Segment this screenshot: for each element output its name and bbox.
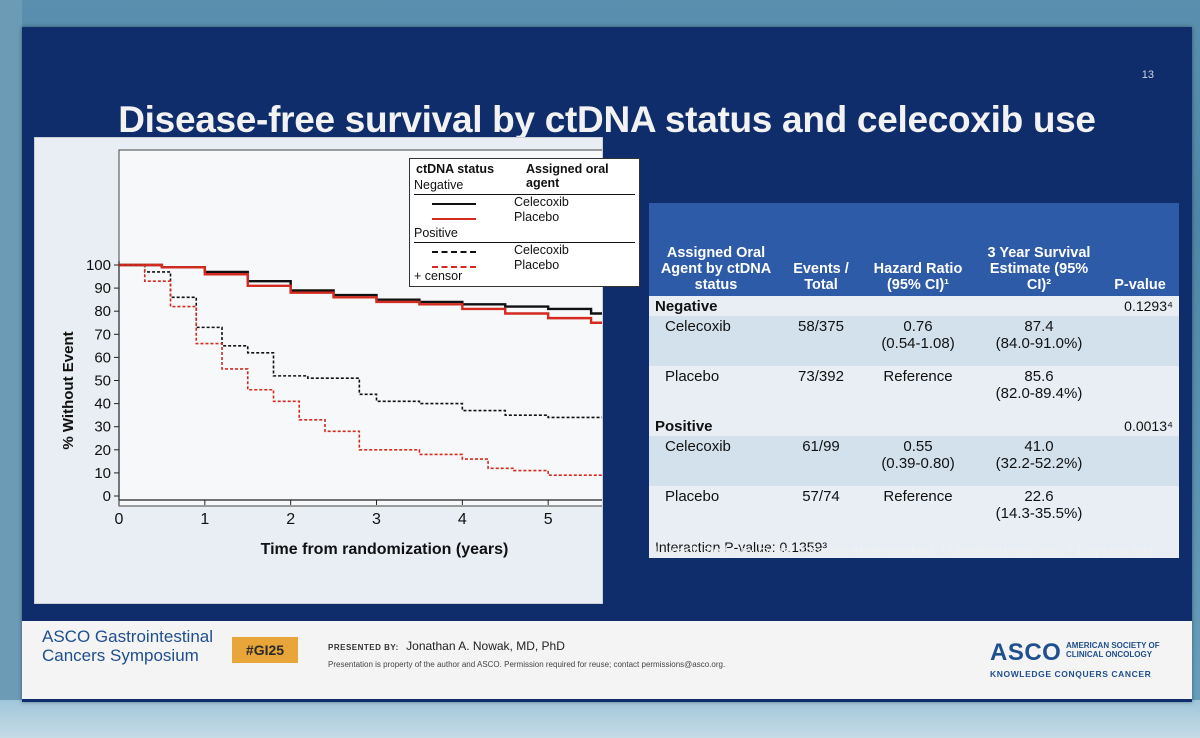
section-p-value: 0.1293⁴ [1101, 296, 1179, 316]
page-number: 13 [1141, 69, 1154, 81]
presentation-slide: 13 Disease-free survival by ctDNA status… [22, 27, 1192, 702]
monitor-bezel-bottom [0, 700, 1200, 738]
legend-swatch-neg-celecoxib [432, 203, 476, 205]
km-curve-pos_celecoxib [119, 264, 602, 419]
legend-label-pos-placebo: Placebo [514, 258, 560, 272]
cell-events: 58/375 [783, 316, 859, 366]
table-footnote: ¹ Unadjusted Cox model, ² Kaplan-Meier m… [654, 543, 1154, 558]
asco-logo: ASCO AMERICAN SOCIETY OF CLINICAL ONCOLO… [990, 639, 1160, 679]
col-header-pvalue: P-value [1101, 203, 1179, 296]
y-tick-label: 0 [103, 488, 111, 505]
presenter-line: PRESENTED BY: Jonathan A. Nowak, MD, PhD [328, 639, 565, 653]
km-curve-pos_placebo [119, 264, 602, 477]
y-tick-label: 80 [94, 303, 111, 320]
section-label: Negative [649, 296, 1101, 316]
table-row: Placebo 57/74 Reference 22.6 (14.3-35.5%) [649, 486, 1179, 536]
x-tick-label: 5 [544, 511, 553, 528]
y-tick-label: 60 [94, 349, 111, 366]
y-tick-label: 50 [94, 373, 111, 390]
slide-footer: ASCO Gastrointestinal Cancers Symposium … [22, 621, 1192, 699]
presenter-name: Jonathan A. Nowak, MD, PhD [406, 639, 565, 653]
cell-agent: Celecoxib [649, 436, 783, 486]
cell-agent: Placebo [649, 366, 783, 416]
legend-swatch-neg-placebo [432, 218, 476, 220]
table-row: Celecoxib 58/375 0.76 (0.54-1.08) 87.4 (84… [649, 316, 1179, 366]
legend-rule [414, 242, 635, 243]
cell-hr: 0.55 (0.39-0.80) [859, 436, 977, 486]
cell-events: 57/74 [783, 486, 859, 536]
interaction-p-value: Interaction P-value: 0.1359³ [649, 536, 1179, 558]
col-header-agent: Assigned Oral Agent by ctDNA status [649, 203, 783, 296]
x-tick-label: 0 [115, 511, 124, 528]
slide-title: Disease-free survival by ctDNA status an… [118, 99, 1096, 140]
legend-swatch-pos-celecoxib [432, 251, 476, 253]
section-row-negative: Negative 0.1293⁴ [649, 296, 1179, 316]
x-tick-label: 2 [286, 511, 295, 528]
presented-by-label: PRESENTED BY: [328, 643, 399, 652]
section-p-value: 0.0013⁴ [1101, 416, 1179, 436]
table-header-row: Assigned Oral Agent by ctDNA status Even… [649, 203, 1179, 296]
legend-group-negative: Negative [414, 178, 464, 192]
col-header-hr: Hazard Ratio (95% CI)¹ [859, 203, 977, 296]
symposium-logo: ASCO Gastrointestinal Cancers Symposium [42, 627, 214, 665]
legend-group-positive: Positive [414, 226, 458, 240]
hashtag-badge: #GI25 [232, 637, 298, 663]
cell-hr: Reference [859, 486, 977, 536]
section-row-positive: Positive 0.0013⁴ [649, 416, 1179, 436]
legend-label-pos-celecoxib: Celecoxib [514, 243, 569, 257]
cell-agent: Celecoxib [649, 316, 783, 366]
col-header-estimate: 3 Year Survival Estimate (95% CI)² [977, 203, 1101, 296]
legend-header-agent: Assigned oral agent [526, 162, 609, 190]
cell-estimate: 87.4 (84.0-91.0%) [977, 316, 1101, 366]
x-tick-label: 3 [372, 511, 381, 528]
legend-swatch-pos-placebo [432, 266, 476, 268]
survival-chart: 01020304050607080901000123456Time from r… [34, 137, 640, 604]
legend-label-neg-celecoxib: Celecoxib [514, 195, 569, 209]
table-row: Celecoxib 61/99 0.55 (0.39-0.80) 41.0 (32.… [649, 436, 1179, 486]
legend-censor: + censor [414, 269, 463, 283]
cell-events: 73/392 [783, 366, 859, 416]
y-axis-label: % Without Event [60, 331, 77, 449]
legend-rule [414, 194, 635, 195]
x-axis-label: Time from randomization (years) [261, 541, 509, 558]
y-tick-label: 10 [94, 465, 111, 482]
y-tick-label: 70 [94, 326, 111, 343]
cell-estimate: 41.0 (32.2-52.2%) [977, 436, 1101, 486]
y-tick-label: 100 [86, 257, 111, 274]
cell-estimate: 85.6 (82.0-89.4%) [977, 366, 1101, 416]
section-label: Positive [649, 416, 1101, 436]
col-header-events: Events / Total [783, 203, 859, 296]
y-tick-label: 90 [94, 280, 111, 297]
cell-hr: Reference [859, 366, 977, 416]
results-table: Assigned Oral Agent by ctDNA status Even… [649, 203, 1179, 558]
cell-estimate: 22.6 (14.3-35.5%) [977, 486, 1101, 536]
legend-header-ctdna: ctDNA status [416, 162, 495, 176]
results-table-panel: Assigned Oral Agent by ctDNA status Even… [649, 203, 1179, 558]
legend-label-neg-placebo: Placebo [514, 210, 560, 224]
cell-events: 61/99 [783, 436, 859, 486]
chart-legend: ctDNA status Assigned oral agent Negativ… [409, 158, 640, 287]
y-tick-label: 40 [94, 396, 111, 413]
monitor-bezel [0, 0, 22, 738]
interaction-row: Interaction P-value: 0.1359³ [649, 536, 1179, 558]
y-tick-label: 20 [94, 442, 111, 459]
km-curve-neg_placebo [119, 263, 602, 324]
disclaimer: Presentation is property of the author a… [328, 660, 726, 669]
table-row: Placebo 73/392 Reference 85.6 (82.0-89.4%… [649, 366, 1179, 416]
x-tick-label: 1 [200, 511, 209, 528]
cell-agent: Placebo [649, 486, 783, 536]
y-tick-label: 30 [94, 419, 111, 436]
x-tick-label: 4 [458, 511, 467, 528]
cell-hr: 0.76 (0.54-1.08) [859, 316, 977, 366]
